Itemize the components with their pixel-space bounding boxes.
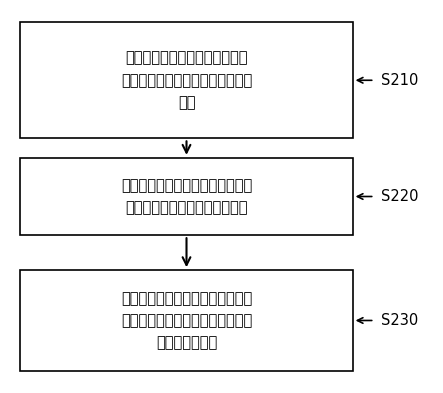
Bar	[20, 158, 353, 235]
Bar	[20, 22, 353, 138]
Text: 响应作用于剧情切换控件的触发操
作，显示至少一个第二剧情选项: 响应作用于剧情切换控件的触发操 作，显示至少一个第二剧情选项	[121, 178, 252, 215]
Text: S210: S210	[381, 73, 419, 88]
Text: 响应当前视频播放到剧情分支位
置，在图像用户界面显示剧情切换
控件: 响应当前视频播放到剧情分支位 置，在图像用户界面显示剧情切换 控件	[121, 51, 252, 110]
Text: S230: S230	[381, 313, 419, 328]
Bar	[20, 270, 353, 371]
Text: 响应作用于至少一个第二剧情选项
中一第二剧情选项的触发操作，切
换播放第二视频: 响应作用于至少一个第二剧情选项 中一第二剧情选项的触发操作，切 换播放第二视频	[121, 291, 252, 350]
Text: S220: S220	[381, 189, 419, 204]
